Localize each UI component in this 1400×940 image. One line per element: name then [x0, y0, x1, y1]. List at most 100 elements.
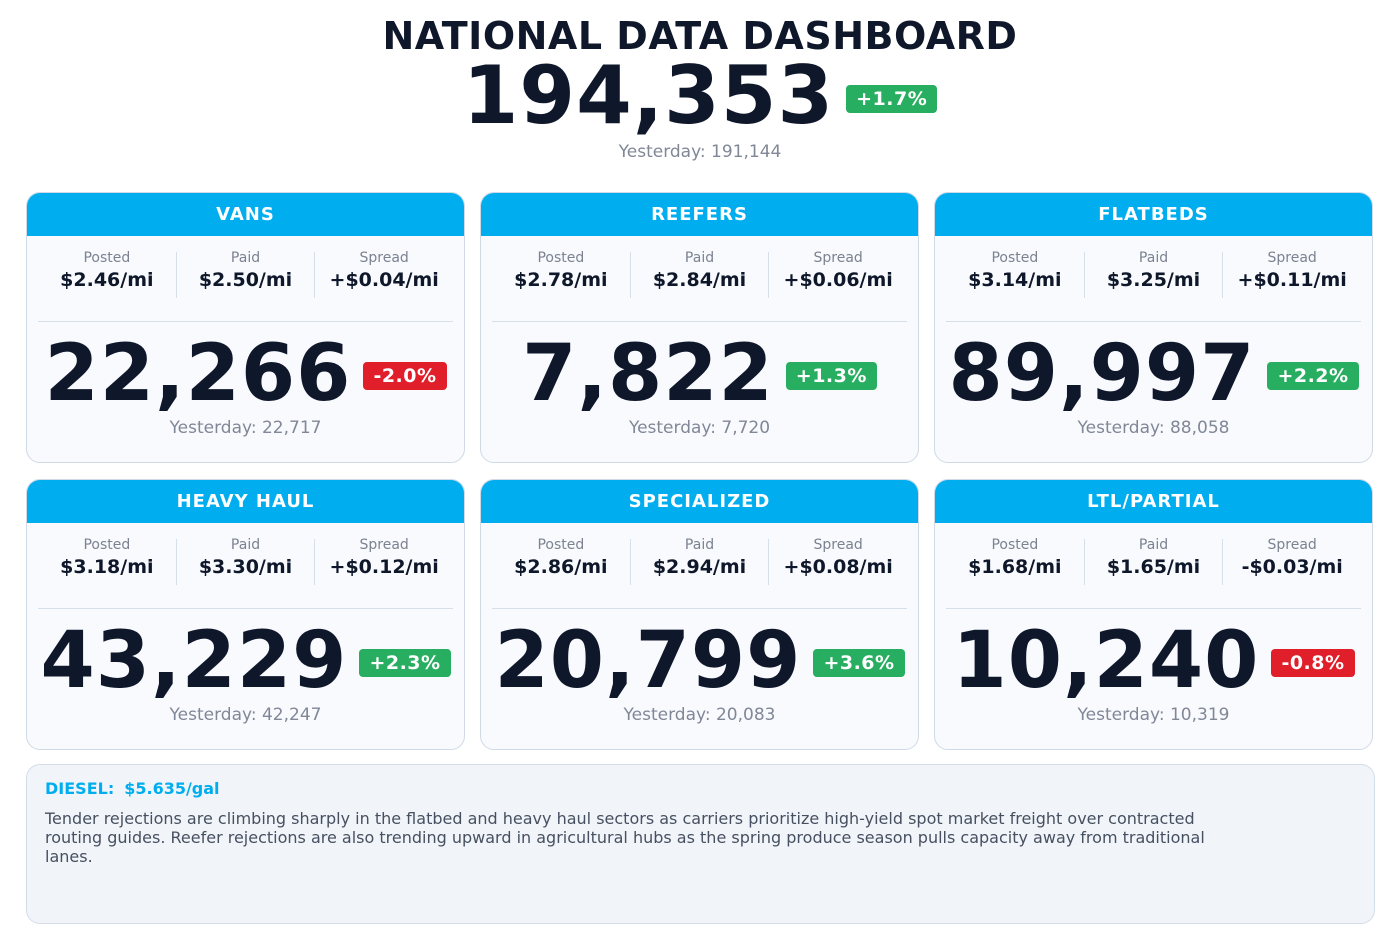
card-vans: VANS Posted $2.46/mi Paid $2.50/mi Sprea…: [26, 192, 465, 463]
rates-row: Posted $2.78/mi Paid $2.84/mi Spread +$0…: [492, 250, 907, 322]
load-count-row: 10,240 -0.8%: [935, 617, 1372, 705]
posted-rate: Posted $3.18/mi: [38, 537, 177, 585]
yesterday-value: Yesterday: 22,717: [169, 418, 322, 438]
paid-value: $2.94/mi: [652, 556, 747, 578]
posted-label: Posted: [537, 250, 585, 266]
load-count-row: 89,997 +2.2%: [935, 330, 1372, 418]
yesterday-value: Yesterday: 10,319: [1077, 705, 1230, 725]
paid-rate: Paid $3.25/mi: [1085, 250, 1224, 298]
spread-rate: Spread +$0.08/mi: [769, 537, 907, 585]
paid-value: $2.84/mi: [652, 269, 747, 291]
total-loads-row: 194,353 +1.7%: [0, 49, 1400, 142]
paid-rate: Paid $2.84/mi: [631, 250, 770, 298]
card-flatbeds: FLATBEDS Posted $3.14/mi Paid $3.25/mi S…: [934, 192, 1373, 463]
card-title: VANS: [27, 193, 464, 236]
posted-rate: Posted $2.78/mi: [492, 250, 631, 298]
spread-label: Spread: [1267, 537, 1317, 553]
equipment-cards-grid: VANS Posted $2.46/mi Paid $2.50/mi Sprea…: [26, 192, 1374, 750]
card-title: HEAVY HAUL: [27, 480, 464, 523]
diesel-price: DIESEL: $5.635/gal: [45, 779, 1356, 799]
spread-rate: Spread +$0.06/mi: [769, 250, 907, 298]
spread-value: +$0.11/mi: [1237, 269, 1347, 291]
card-reefers: REEFERS Posted $2.78/mi Paid $2.84/mi Sp…: [480, 192, 919, 463]
rates-row: Posted $1.68/mi Paid $1.65/mi Spread -$0…: [946, 537, 1361, 609]
paid-value: $3.25/mi: [1106, 269, 1201, 291]
load-count: 22,266: [44, 329, 352, 419]
yesterday-value: Yesterday: 7,720: [628, 418, 771, 438]
posted-label: Posted: [83, 250, 131, 266]
page-title: NATIONAL DATA DASHBOARD: [382, 14, 1018, 58]
diesel-label: DIESEL:: [45, 779, 115, 798]
paid-label: Paid: [1138, 250, 1169, 266]
spread-label: Spread: [813, 250, 863, 266]
total-loads-value: 194,353: [462, 49, 835, 142]
load-count: 7,822: [522, 329, 774, 419]
paid-value: $2.50/mi: [198, 269, 293, 291]
card-ltl-partial: LTL/PARTIAL Posted $1.68/mi Paid $1.65/m…: [934, 479, 1373, 750]
posted-value: $1.68/mi: [968, 556, 1062, 578]
market-notes-panel: DIESEL: $5.635/gal Tender rejections are …: [26, 764, 1375, 924]
spread-label: Spread: [359, 537, 409, 553]
posted-value: $3.14/mi: [968, 269, 1062, 291]
posted-rate: Posted $3.14/mi: [946, 250, 1085, 298]
spread-rate: Spread +$0.11/mi: [1223, 250, 1361, 298]
posted-value: $2.78/mi: [514, 269, 608, 291]
posted-value: $3.18/mi: [60, 556, 154, 578]
change-badge: +2.2%: [1267, 362, 1359, 390]
paid-rate: Paid $1.65/mi: [1085, 537, 1224, 585]
rates-row: Posted $3.18/mi Paid $3.30/mi Spread +$0…: [38, 537, 453, 609]
card-title: SPECIALIZED: [481, 480, 918, 523]
load-count-row: 20,799 +3.6%: [481, 617, 918, 705]
paid-value: $1.65/mi: [1106, 556, 1201, 578]
total-change-badge: +1.7%: [846, 85, 938, 113]
posted-value: $2.46/mi: [60, 269, 154, 291]
card-specialized: SPECIALIZED Posted $2.86/mi Paid $2.94/m…: [480, 479, 919, 750]
dashboard-header: NATIONAL DATA DASHBOARD 194,353 +1.7% Ye…: [0, 14, 1400, 162]
spread-value: +$0.06/mi: [783, 269, 893, 291]
load-count: 10,240: [952, 616, 1260, 706]
change-badge: +3.6%: [813, 649, 905, 677]
spread-value: +$0.08/mi: [783, 556, 893, 578]
spread-label: Spread: [1267, 250, 1317, 266]
paid-label: Paid: [230, 250, 261, 266]
yesterday-value: Yesterday: 42,247: [169, 705, 322, 725]
paid-rate: Paid $2.94/mi: [631, 537, 770, 585]
total-yesterday: Yesterday: 191,144: [618, 142, 782, 162]
paid-label: Paid: [684, 537, 715, 553]
posted-value: $2.86/mi: [514, 556, 608, 578]
spread-rate: Spread +$0.12/mi: [315, 537, 453, 585]
yesterday-value: Yesterday: 20,083: [623, 705, 776, 725]
spread-label: Spread: [813, 537, 863, 553]
posted-rate: Posted $2.86/mi: [492, 537, 631, 585]
load-count: 89,997: [948, 329, 1256, 419]
market-commentary: Tender rejections are climbing sharply i…: [45, 809, 1205, 866]
diesel-value: $5.635/gal: [124, 779, 220, 798]
change-badge: +2.3%: [359, 649, 451, 677]
paid-rate: Paid $2.50/mi: [177, 250, 316, 298]
posted-label: Posted: [991, 250, 1039, 266]
load-count-row: 43,229 +2.3%: [27, 617, 464, 705]
spread-value: -$0.03/mi: [1241, 556, 1343, 578]
rates-row: Posted $3.14/mi Paid $3.25/mi Spread +$0…: [946, 250, 1361, 322]
posted-label: Posted: [83, 537, 131, 553]
rates-row: Posted $2.46/mi Paid $2.50/mi Spread +$0…: [38, 250, 453, 322]
card-title: LTL/PARTIAL: [935, 480, 1372, 523]
spread-value: +$0.12/mi: [329, 556, 439, 578]
load-count: 43,229: [40, 616, 348, 706]
spread-value: +$0.04/mi: [329, 269, 439, 291]
paid-value: $3.30/mi: [198, 556, 293, 578]
paid-label: Paid: [1138, 537, 1169, 553]
spread-label: Spread: [359, 250, 409, 266]
posted-label: Posted: [537, 537, 585, 553]
spread-rate: Spread -$0.03/mi: [1223, 537, 1361, 585]
paid-label: Paid: [230, 537, 261, 553]
card-heavy-haul: HEAVY HAUL Posted $3.18/mi Paid $3.30/mi…: [26, 479, 465, 750]
paid-label: Paid: [684, 250, 715, 266]
spread-rate: Spread +$0.04/mi: [315, 250, 453, 298]
posted-rate: Posted $2.46/mi: [38, 250, 177, 298]
paid-rate: Paid $3.30/mi: [177, 537, 316, 585]
load-count-row: 7,822 +1.3%: [481, 330, 918, 418]
posted-label: Posted: [991, 537, 1039, 553]
change-badge: -2.0%: [363, 362, 447, 390]
yesterday-value: Yesterday: 88,058: [1077, 418, 1230, 438]
